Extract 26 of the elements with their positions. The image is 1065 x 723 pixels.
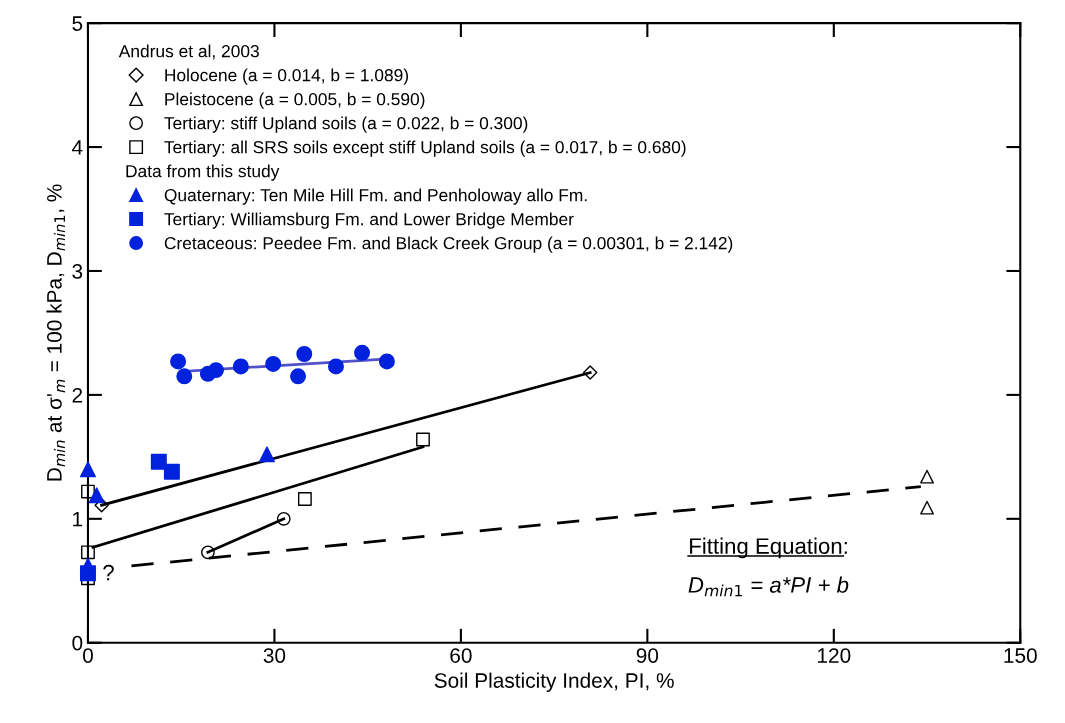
y-axis-title: D$_{min}$ at σ'$_{m}$ = 100 kPa, D$_{min1}$, % [46, 184, 65, 481]
x-tick-label: 30 [263, 648, 286, 663]
legend-label: Tertiary: Williamsburg Fm. and Lower Bridge Member [164, 212, 574, 229]
annotation: ? [103, 564, 114, 581]
x-tick-label: 0 [82, 648, 93, 663]
y-tick-label: 0 [72, 635, 83, 651]
x-axis-title: Soil Plasticity Index, PI, % [434, 672, 674, 692]
annotation: Data from this study [126, 164, 280, 181]
legend-label: Holocene (a = 0.014, b = 1.089) [165, 68, 408, 85]
legend-label: Quaternary: Ten Mile Hill Fm. and Penholoway allo Fm. [164, 188, 587, 205]
x-tick-label: 150 [1004, 648, 1037, 663]
y-tick-label: 1 [73, 512, 83, 527]
y-tick-label: 5 [72, 16, 83, 31]
legend-label: Cretaceous: Peedee Fm. and Black Creek Group (a = 0.00301, b = 2.142) [164, 236, 733, 253]
x-tick-label: 120 [818, 648, 851, 663]
x-tick-label: 90 [636, 648, 659, 663]
x-tick-label: 60 [450, 648, 472, 663]
y-tick-label: 2 [72, 387, 83, 403]
y-tick-label: 4 [72, 140, 83, 155]
legend-label: Tertiary: stiff Upland soils (a = 0.022, b = 0.300) [164, 116, 528, 133]
y-tick-label: 3 [72, 263, 83, 279]
annotation: Fitting Equation: [690, 537, 847, 559]
legend-title: Andrus et al, 2003 [118, 44, 259, 60]
legend-label: Pleistocene (a = 0.005, b = 0.590) [165, 92, 425, 109]
legend-label: Tertiary: all SRS soils except stiff Upland soils (a = 0.017, b = 0.680) [164, 140, 686, 157]
annotation: D$_{min1}$ = a*PI + b [688, 576, 849, 597]
